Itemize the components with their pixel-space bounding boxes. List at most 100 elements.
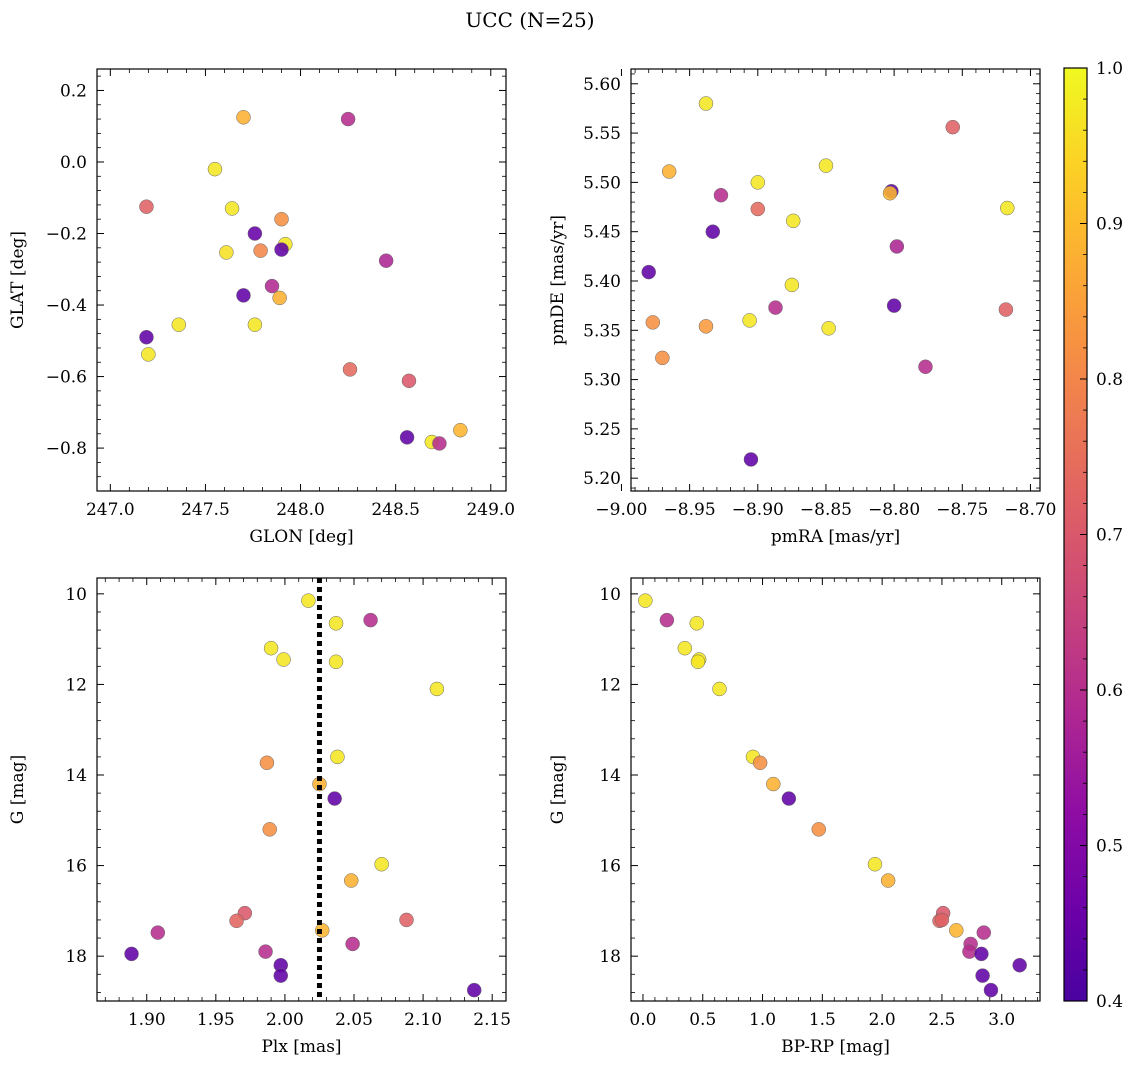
- y-tick-label: 14: [65, 766, 87, 786]
- scatter-point: [882, 185, 898, 201]
- x-tick-label: −8.75: [936, 500, 988, 520]
- figure-title: UCC (N=25): [465, 8, 594, 32]
- scatter-point: [139, 329, 154, 345]
- y-tick-label: −0.6: [46, 368, 87, 388]
- scatter-point: [259, 755, 275, 771]
- x-tick-label: 1.5: [809, 1010, 836, 1030]
- colorbar-tick-label: 1.0: [1096, 59, 1123, 79]
- scatter-point: [276, 652, 291, 667]
- scatter-point: [742, 313, 757, 328]
- scatter-point: [262, 822, 277, 837]
- scatter-point: [343, 873, 359, 888]
- x-tick-label: 2.05: [335, 1010, 373, 1030]
- scatter-points: [124, 593, 482, 998]
- scatter-point: [247, 317, 263, 332]
- y-tick-label: 16: [65, 857, 87, 877]
- scatter-point: [301, 593, 316, 608]
- y-tick-label: 10: [599, 585, 621, 605]
- scatter-point: [768, 300, 783, 315]
- x-tick-label: 2.5: [928, 1010, 955, 1030]
- panel-bprp-g: 0.0 0.5 1.0 1.5 2.0 2.5 3.0 10 12 14 16 18 BP-RP [ma…: [548, 577, 1041, 1057]
- scatter-point: [258, 944, 273, 959]
- scatter-point: [327, 791, 342, 806]
- scatter-point: [698, 319, 714, 334]
- scatter-point: [363, 612, 378, 628]
- scatter-point: [949, 923, 964, 938]
- scatter-point: [273, 968, 289, 983]
- x-axis-label: pmRA [mas/yr]: [771, 527, 900, 547]
- scatter-point: [713, 187, 729, 203]
- panel-glon-glat: 247.0 247.5 248.0 248.5 249.0 0.2 0.0 −0.2 −0.4 −…: [8, 68, 515, 547]
- scatter-point: [219, 245, 234, 260]
- scatter-point: [659, 612, 675, 628]
- y-axis-label: pmDE [mas/yr]: [548, 215, 568, 345]
- y-tick-label: 18: [599, 947, 621, 967]
- y-tick-label: 0.2: [60, 81, 87, 101]
- x-tick-label: −8.80: [868, 500, 920, 520]
- y-tick-label: 5.45: [583, 223, 621, 243]
- scatter-point: [229, 913, 244, 929]
- scatter-point: [141, 347, 156, 362]
- scatter-point: [264, 278, 280, 294]
- scatter-point: [818, 158, 834, 173]
- x-tick-label: 1.95: [197, 1010, 235, 1030]
- x-axis-label: Plx [mas]: [261, 1037, 341, 1057]
- scatter-point: [263, 640, 279, 656]
- colorbar-tick-label: 0.8: [1096, 370, 1123, 390]
- scatter-point: [253, 243, 268, 258]
- x-tick-label: 2.10: [404, 1010, 442, 1030]
- scatter-point: [466, 982, 482, 998]
- y-tick-label: 16: [599, 857, 621, 877]
- scatter-point: [224, 201, 240, 216]
- y-tick-label: −0.4: [46, 296, 87, 316]
- scatter-point: [345, 936, 360, 952]
- scatter-points: [139, 110, 468, 451]
- scatter-point: [983, 982, 999, 998]
- colorbar-tick-label: 0.4: [1096, 992, 1123, 1012]
- panel-pmra-pmde: −9.00 −8.95 −8.90 −8.85 −8.80 −8.75 −8.70 5.20 5…: [548, 68, 1057, 547]
- scatter-point: [766, 776, 781, 792]
- x-tick-label: 249.0: [466, 500, 515, 520]
- scatter-point: [236, 288, 251, 303]
- y-tick-label: 14: [599, 766, 621, 786]
- scatter-point: [785, 213, 801, 229]
- scatter-point: [328, 616, 344, 631]
- y-tick-label: 12: [599, 675, 621, 695]
- y-axis-label: G [mag]: [8, 755, 28, 824]
- x-tick-label: −8.95: [664, 500, 716, 520]
- x-tick-label: −9.00: [595, 500, 647, 520]
- scatter-point: [330, 749, 345, 765]
- x-tick-label: 0.5: [689, 1010, 716, 1030]
- y-tick-label: 5.55: [583, 124, 621, 144]
- scatter-point: [752, 755, 768, 771]
- y-tick-label: 10: [65, 585, 87, 605]
- scatter-point: [712, 681, 727, 697]
- scatter-point: [880, 873, 896, 888]
- y-tick-label: 5.35: [583, 321, 621, 341]
- scatter-point: [139, 199, 154, 214]
- scatter-point: [340, 111, 356, 127]
- scatter-point: [690, 654, 706, 670]
- x-tick-label: 248.5: [371, 500, 420, 520]
- plot-frame: [96, 68, 507, 492]
- y-tick-label: 5.50: [583, 173, 621, 193]
- scatter-point: [781, 791, 797, 806]
- scatter-point: [401, 373, 417, 389]
- scatter-point: [150, 925, 166, 940]
- y-tick-label: 5.60: [583, 75, 621, 95]
- scatter-point: [236, 110, 251, 125]
- scatter-point: [743, 452, 759, 467]
- scatter-point: [124, 946, 139, 962]
- scatter-point: [962, 944, 977, 959]
- scatter-point: [399, 912, 414, 928]
- colorbar-tick-label: 0.5: [1096, 837, 1123, 857]
- scatter-point: [453, 422, 468, 438]
- scatter-point: [272, 290, 287, 306]
- scatter-points: [638, 593, 1027, 998]
- scatter-point: [976, 925, 992, 940]
- x-tick-label: 1.0: [749, 1010, 776, 1030]
- x-tick-label: 1.90: [128, 1010, 166, 1030]
- y-tick-label: 5.40: [583, 272, 621, 292]
- x-tick-label: 2.15: [473, 1010, 511, 1030]
